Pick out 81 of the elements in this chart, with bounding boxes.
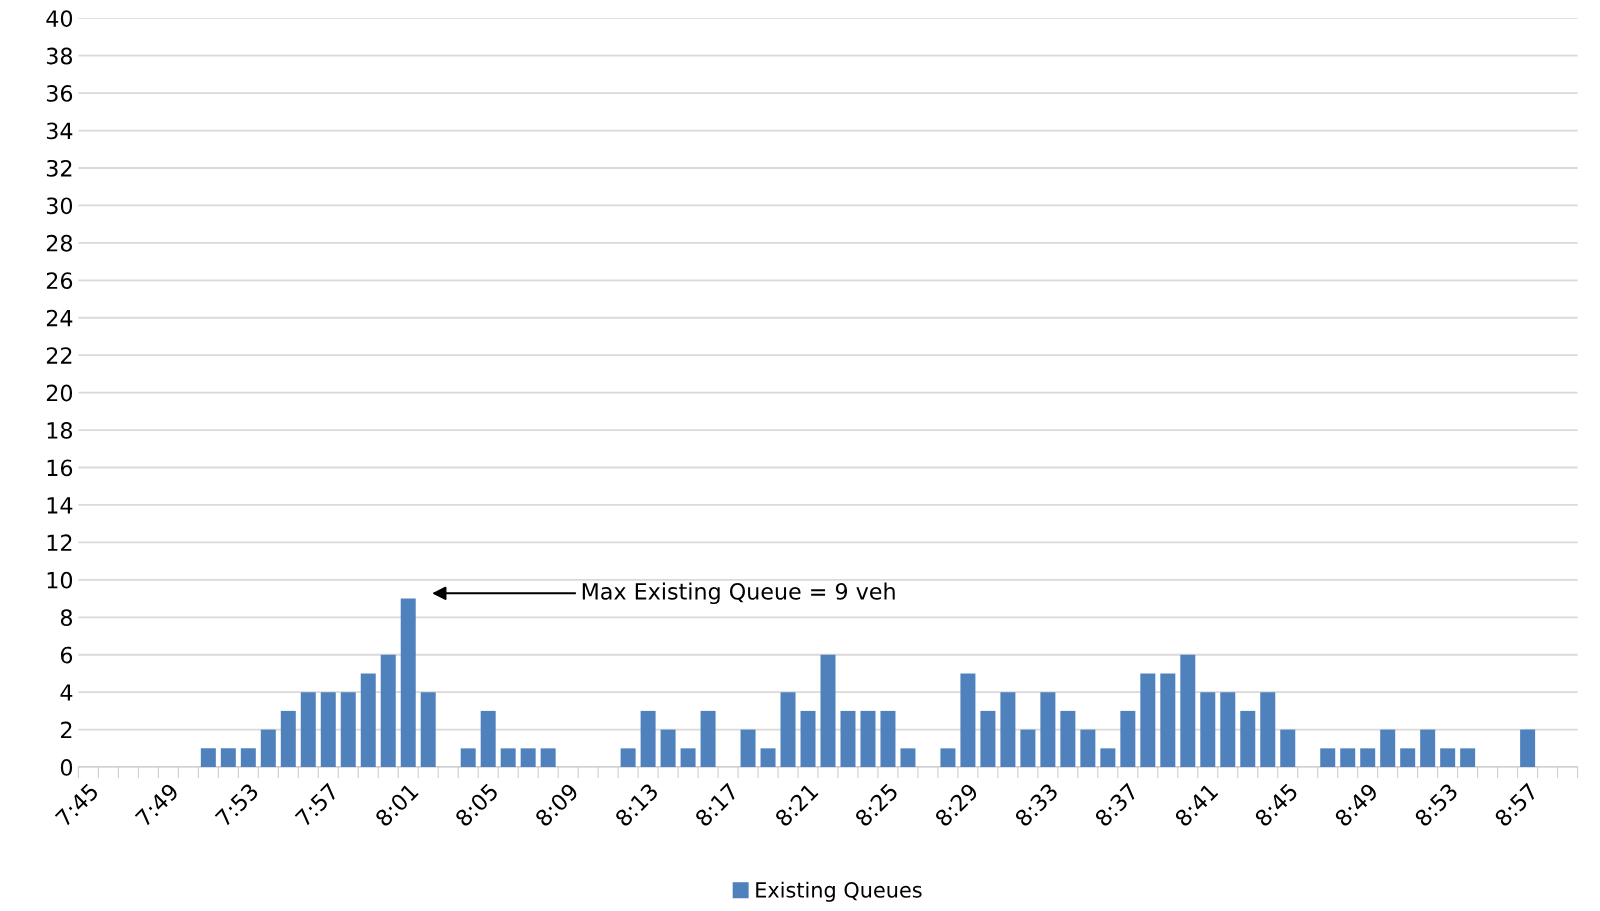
y-tick-label: 38: [46, 47, 73, 65]
bar: [840, 710, 856, 768]
bar: [220, 748, 236, 768]
bar: [280, 710, 296, 768]
bar: [960, 673, 976, 768]
bar: [1100, 748, 1116, 768]
y-tick-label: 32: [46, 159, 72, 177]
bar: [1140, 673, 1156, 768]
y-tick-label: 4: [60, 684, 73, 701]
bar: [940, 748, 956, 768]
bar: [620, 748, 636, 768]
bar: [660, 729, 676, 768]
bar: [820, 654, 836, 768]
y-tick-label: 36: [46, 85, 73, 102]
bar: [460, 748, 476, 768]
bar: [1260, 692, 1276, 768]
bar: [420, 692, 436, 768]
y-tick-label: 30: [46, 197, 73, 215]
bar: [400, 598, 416, 768]
bar: [760, 748, 776, 768]
y-tick-label: 8: [60, 609, 73, 627]
bar: [1160, 673, 1176, 768]
bar: [1380, 729, 1396, 768]
y-tick-label: 18: [47, 422, 73, 439]
bar: [1180, 654, 1196, 768]
annotation: Max Existing Queue = 9 veh: [582, 582, 895, 605]
bar: [1460, 748, 1476, 768]
y-tick-label: 10: [47, 571, 73, 589]
bar: [340, 692, 356, 768]
bar: [1440, 748, 1456, 768]
bar: [360, 673, 376, 768]
y-tick-label: 16: [47, 459, 73, 477]
y-tick-label: 14: [47, 497, 73, 514]
bar: [780, 692, 796, 768]
y-tick-label: 40: [46, 10, 73, 27]
bar: [740, 729, 756, 768]
bar: [700, 710, 716, 768]
y-tick-label: 28: [46, 234, 73, 252]
bar: [980, 710, 996, 768]
bar: [1360, 748, 1376, 768]
bar: [1280, 729, 1296, 768]
bar: [320, 692, 336, 768]
bar: [1080, 729, 1096, 768]
bar: [1420, 729, 1436, 768]
bar: [500, 748, 516, 768]
bar: [680, 748, 696, 768]
bar: [1240, 710, 1256, 768]
bar: [1120, 710, 1136, 768]
y-tick-label: 22: [46, 347, 72, 364]
bar: [640, 710, 656, 768]
bar: [800, 710, 816, 768]
y-tick-label: 6: [60, 646, 73, 664]
bar: [1060, 710, 1076, 768]
y-tick-label: 20: [46, 384, 73, 402]
bar: [380, 654, 396, 768]
y-tick-label: 26: [46, 272, 73, 290]
y-tick-label: 24: [46, 309, 73, 327]
y-tick-label: 12: [47, 534, 72, 551]
legend-label: Existing Queues: [756, 881, 922, 902]
bar: [260, 729, 276, 768]
bar: [1040, 692, 1056, 768]
bar: [520, 748, 536, 768]
bar: [860, 710, 876, 768]
bar: [900, 748, 916, 768]
bar: [1200, 692, 1216, 768]
bar: [300, 692, 316, 768]
y-tick-label: 0: [60, 759, 73, 776]
bar: [1340, 748, 1356, 768]
bar: [540, 748, 556, 768]
bar: [880, 710, 896, 768]
bar: [1020, 729, 1036, 768]
bar: [1520, 729, 1536, 768]
bar: [1000, 692, 1016, 768]
bar: [240, 748, 256, 768]
y-tick-label: 2: [61, 721, 72, 739]
bar: [1400, 748, 1416, 768]
bar: [200, 748, 216, 768]
bar: [480, 710, 496, 768]
y-tick-label: 34: [46, 122, 73, 140]
bar: [1220, 692, 1236, 768]
bar: [1320, 748, 1336, 768]
